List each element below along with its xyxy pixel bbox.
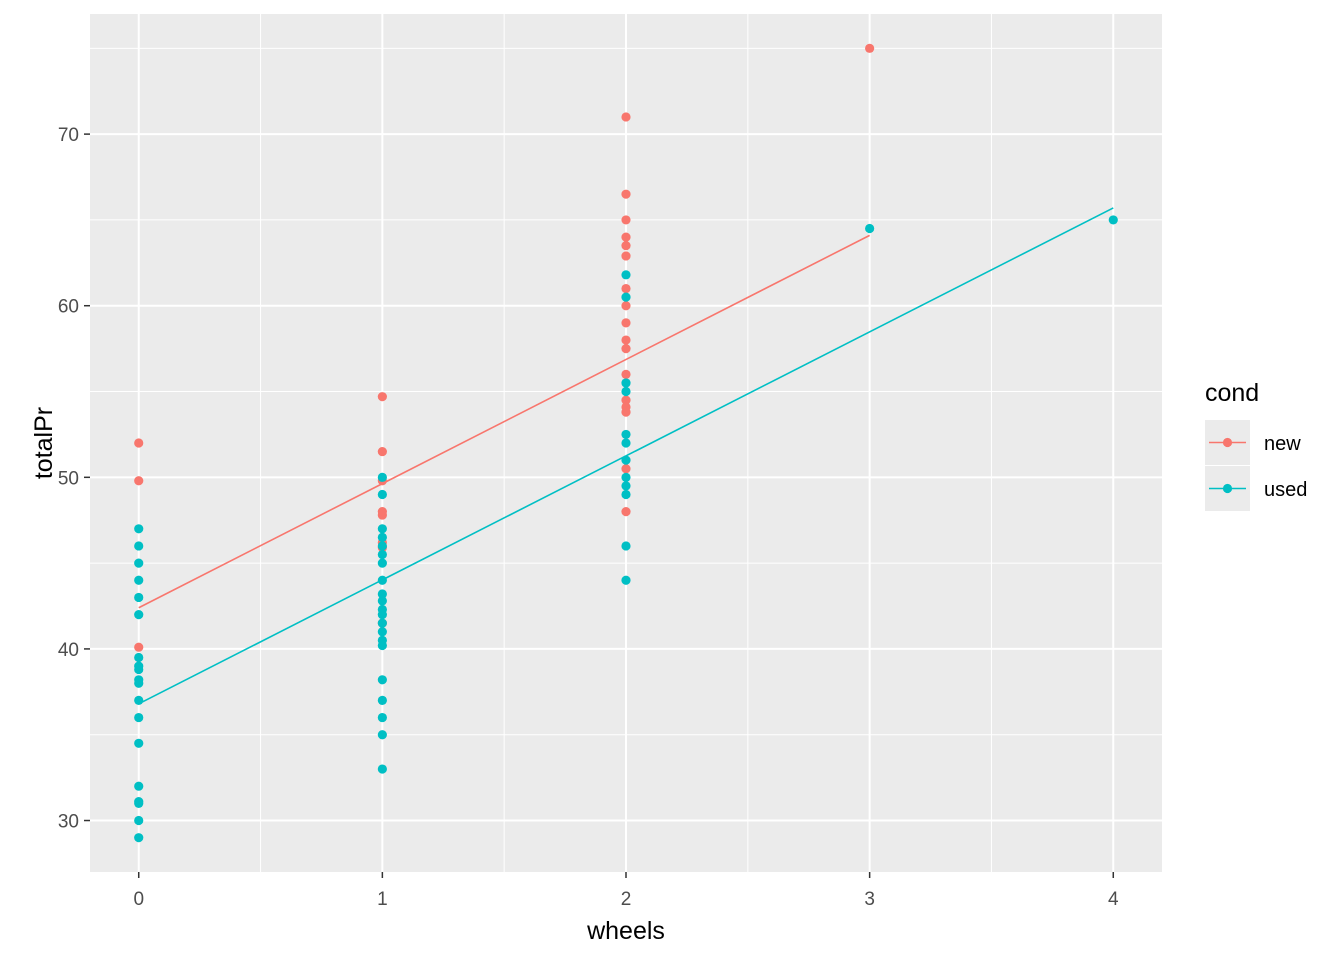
point-used (134, 833, 144, 843)
point-used (377, 549, 387, 560)
point-new (621, 215, 631, 225)
point-used (134, 541, 144, 551)
point-used (621, 489, 631, 500)
point-used (621, 438, 631, 448)
x-axis: 0 1 2 3 4 (133, 872, 1119, 910)
y-axis-title: totalPr (30, 407, 58, 479)
point-new (621, 395, 631, 405)
point-new (621, 251, 631, 261)
point-used (621, 378, 631, 388)
point-used (377, 472, 387, 482)
point-new (621, 189, 631, 199)
legend-label-used: used (1264, 479, 1307, 501)
point-used (621, 429, 631, 440)
point-new (621, 507, 631, 517)
point-new (377, 392, 387, 402)
point-new (377, 510, 387, 520)
point-new (134, 642, 144, 652)
x-axis-title: wheels (586, 917, 665, 945)
point-used (377, 558, 387, 568)
point-used (621, 541, 631, 551)
legend-items: new used (1205, 420, 1307, 511)
point-used (377, 627, 387, 637)
point-used (621, 481, 631, 491)
point-new (621, 112, 631, 122)
point-used (134, 664, 144, 675)
point-new (621, 369, 631, 379)
point-used (377, 489, 387, 500)
point-used (134, 652, 144, 663)
point-new (621, 344, 631, 354)
point-new (621, 301, 631, 311)
legend-key-point (1222, 483, 1233, 494)
point-used (134, 592, 144, 603)
data-points (134, 43, 1118, 843)
point-used (621, 292, 631, 302)
point-new (621, 232, 631, 242)
legend-item-new: new (1205, 420, 1301, 465)
point-new (621, 335, 631, 345)
x-tick-label: 3 (864, 889, 875, 910)
point-used (377, 524, 387, 534)
point-used (377, 596, 387, 606)
x-tick-label: 0 (133, 889, 144, 910)
point-new (377, 446, 387, 457)
point-used (377, 764, 387, 774)
point-used (134, 558, 144, 568)
point-used (134, 815, 144, 826)
point-used (377, 640, 387, 651)
fit-line-new (138, 234, 870, 609)
point-used (377, 695, 387, 706)
point-used (865, 223, 875, 234)
point-used (134, 695, 144, 706)
point-new (865, 43, 875, 53)
point-used (621, 575, 631, 585)
point-used (134, 712, 144, 723)
y-tick-label: 70 (58, 125, 79, 146)
point-used (377, 675, 387, 685)
point-used (134, 610, 144, 620)
point-used (377, 730, 387, 740)
y-tick-label: 50 (58, 468, 79, 489)
point-used (1108, 215, 1118, 225)
legend-key-point (1222, 437, 1233, 448)
legend-title: cond (1205, 379, 1259, 407)
point-used (621, 270, 631, 280)
legend-item-used: used (1205, 466, 1307, 511)
x-tick-label: 2 (621, 889, 632, 910)
y-tick-label: 40 (58, 640, 79, 661)
point-used (134, 575, 144, 585)
y-tick-label: 30 (58, 812, 79, 833)
point-new (621, 464, 631, 474)
point-used (134, 781, 144, 791)
y-axis: 30 40 50 60 70 (58, 125, 90, 833)
point-new (134, 438, 144, 448)
point-new (621, 241, 631, 251)
legend-label-new: new (1264, 433, 1301, 455)
point-used (134, 798, 144, 808)
point-used (377, 610, 387, 620)
point-used (377, 589, 387, 599)
point-used (377, 712, 387, 723)
point-new (621, 283, 631, 294)
point-used (621, 386, 631, 397)
point-used (621, 472, 631, 482)
point-new (621, 318, 631, 328)
point-used (134, 678, 144, 688)
point-used (377, 532, 387, 542)
point-new (621, 407, 631, 417)
point-used (621, 455, 631, 465)
legend: cond new used (1205, 379, 1307, 511)
point-used (377, 575, 387, 585)
point-used (134, 738, 144, 748)
point-used (377, 618, 387, 628)
x-tick-label: 4 (1108, 889, 1119, 910)
point-used (134, 524, 144, 534)
point-used (377, 541, 387, 551)
point-new (134, 476, 144, 486)
y-tick-label: 60 (58, 297, 79, 318)
x-tick-label: 1 (377, 889, 388, 910)
